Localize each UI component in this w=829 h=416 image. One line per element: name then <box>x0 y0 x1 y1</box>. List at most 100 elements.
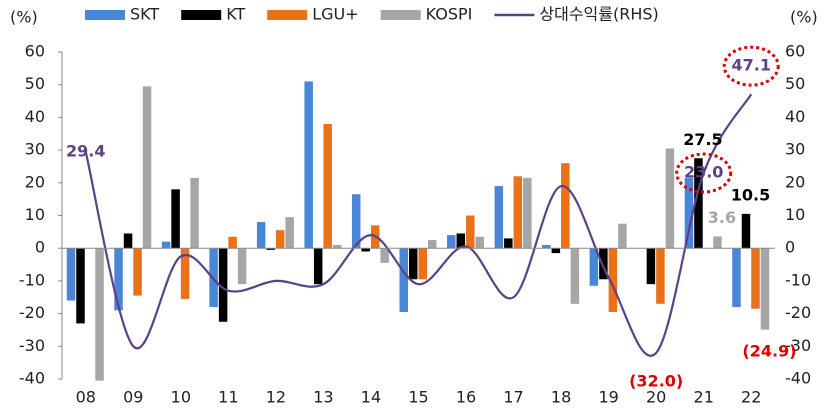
bar <box>656 248 665 304</box>
y-tick-label: 10 <box>25 205 45 224</box>
y-tick-label: 30 <box>25 140 45 159</box>
bar <box>570 248 580 304</box>
data-label: 29.4 <box>66 142 105 161</box>
bar <box>494 186 504 249</box>
bar <box>275 230 285 249</box>
x-tick-label: 09 <box>123 388 143 407</box>
bar <box>561 163 570 249</box>
bar <box>418 248 427 280</box>
y2-tick-label: 60 <box>785 42 805 61</box>
y2-tick-label: 30 <box>785 140 805 159</box>
bar <box>513 176 523 249</box>
data-label: 23.0 <box>684 162 723 181</box>
y-tick-label: -20 <box>19 303 45 322</box>
data-label: (32.0) <box>629 372 683 391</box>
y2-tick-label: 10 <box>785 205 805 224</box>
legend-label: LGU+ <box>312 5 358 24</box>
bar <box>694 158 703 249</box>
bar <box>599 248 608 280</box>
data-label: 47.1 <box>731 56 770 75</box>
line <box>84 93 753 357</box>
bar <box>171 189 180 249</box>
bar <box>361 248 370 252</box>
bar <box>504 238 513 249</box>
bar <box>523 177 532 249</box>
y2-tick-label: 20 <box>785 172 805 191</box>
bar <box>332 244 342 249</box>
x-tick-label: 13 <box>313 388 333 407</box>
bar <box>542 244 551 249</box>
x-tick-label: 22 <box>741 388 761 407</box>
legend-label: KOSPI <box>426 5 473 24</box>
y-tick-label: -40 <box>19 369 45 388</box>
y2-tick-label: 50 <box>785 74 805 93</box>
y-tick-label: 40 <box>25 107 45 126</box>
highlight-circle <box>675 152 733 194</box>
y-tick-label: -10 <box>19 270 45 289</box>
bar <box>304 81 313 249</box>
y-tick-label: 20 <box>25 172 45 191</box>
legend-label: 상대수익률(RHS) <box>539 5 658 24</box>
y2-tick-label: 0 <box>785 238 795 257</box>
bar <box>409 248 418 280</box>
bar <box>475 236 485 249</box>
bar <box>133 248 142 296</box>
bar <box>665 148 675 249</box>
bar <box>266 248 275 250</box>
data-label: 27.5 <box>683 130 722 149</box>
data-label: 3.6 <box>708 208 736 227</box>
bar <box>399 248 408 312</box>
bar <box>161 241 171 249</box>
bar <box>760 248 770 330</box>
bar <box>285 217 294 249</box>
bar <box>751 248 760 309</box>
bar <box>380 248 389 263</box>
y-tick-label: 50 <box>25 74 45 93</box>
bar <box>237 248 247 285</box>
x-tick-label: 10 <box>171 388 191 407</box>
x-tick-label: 12 <box>266 388 286 407</box>
y-tick-label: 0 <box>35 238 45 257</box>
y-tick-label: 60 <box>25 42 45 61</box>
bar <box>618 223 627 249</box>
bar <box>95 248 104 381</box>
legend-label: SKT <box>130 5 159 24</box>
legend-swatch <box>267 10 308 20</box>
x-tick-label: 15 <box>408 388 428 407</box>
bar <box>313 248 323 285</box>
y2-tick-label: -10 <box>785 270 811 289</box>
bar <box>218 248 228 322</box>
bar <box>256 222 266 249</box>
bar <box>190 177 199 249</box>
bar <box>684 177 694 249</box>
bar <box>228 236 237 249</box>
bar <box>323 123 332 249</box>
highlight-circle <box>722 45 780 87</box>
bar <box>466 215 475 249</box>
bar <box>428 240 437 249</box>
bar <box>646 248 656 285</box>
bar <box>551 248 561 254</box>
bar <box>608 248 618 312</box>
bar <box>447 235 456 249</box>
x-tick-label: 08 <box>76 388 96 407</box>
legend-label: KT <box>226 5 245 24</box>
bar <box>713 236 722 249</box>
bar <box>76 248 85 324</box>
bar <box>123 233 133 249</box>
bar <box>66 248 76 301</box>
left-unit: (%) <box>10 8 38 27</box>
x-tick-label: 18 <box>551 388 571 407</box>
y2-tick-label: -30 <box>785 336 811 355</box>
bar <box>142 86 152 249</box>
bar <box>351 194 361 249</box>
x-tick-label: 14 <box>361 388 381 407</box>
legend-swatch <box>380 10 421 20</box>
y2-tick-label: -20 <box>785 303 811 322</box>
bar <box>741 213 751 249</box>
bar <box>114 248 123 311</box>
y2-tick-label: 40 <box>785 107 805 126</box>
legend-swatch <box>85 10 125 20</box>
bar <box>456 233 466 249</box>
